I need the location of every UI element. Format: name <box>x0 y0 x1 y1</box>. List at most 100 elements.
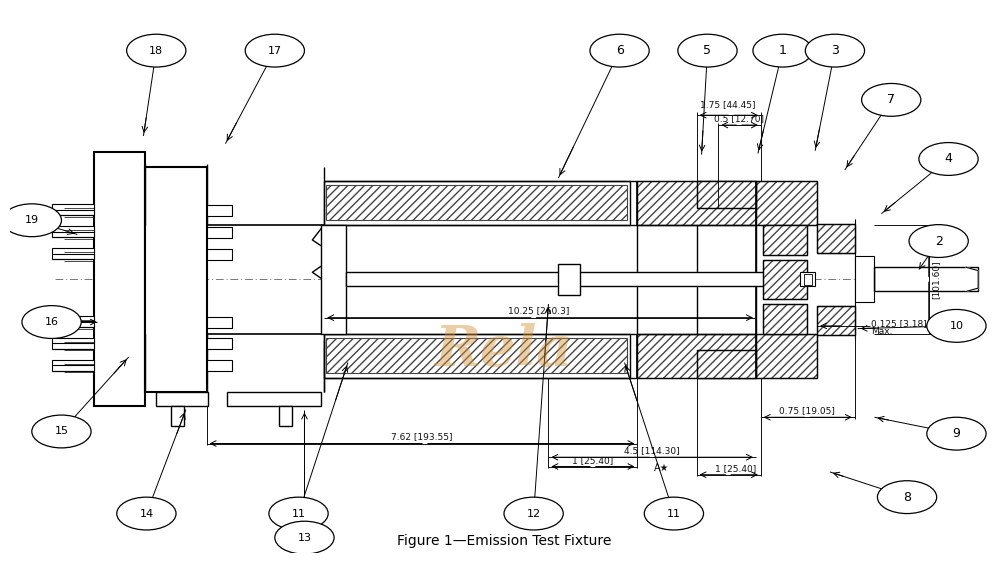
Bar <box>558 264 580 295</box>
Bar <box>763 225 807 255</box>
Text: 11: 11 <box>667 509 681 518</box>
Text: A★: A★ <box>654 463 669 473</box>
Circle shape <box>926 417 986 450</box>
Polygon shape <box>967 267 978 291</box>
Bar <box>51 360 94 371</box>
Circle shape <box>805 34 865 67</box>
Bar <box>637 181 756 225</box>
Circle shape <box>269 497 329 530</box>
Bar <box>325 334 630 378</box>
Bar <box>327 185 627 220</box>
Text: 15: 15 <box>54 426 69 437</box>
Bar <box>156 392 208 406</box>
Circle shape <box>590 34 649 67</box>
Bar <box>51 316 94 327</box>
Circle shape <box>245 34 304 67</box>
Bar <box>763 260 807 298</box>
Bar <box>322 225 346 334</box>
Bar <box>817 306 855 335</box>
Bar <box>756 334 817 378</box>
Bar <box>800 272 815 286</box>
Bar <box>697 181 756 208</box>
Bar <box>756 181 817 225</box>
Circle shape <box>919 142 978 175</box>
Bar <box>817 223 855 253</box>
Bar <box>51 248 94 259</box>
Text: 0.125 [3.18]: 0.125 [3.18] <box>872 319 927 328</box>
Bar <box>346 272 778 286</box>
Bar <box>207 339 232 350</box>
Bar <box>279 406 291 426</box>
Circle shape <box>862 84 921 116</box>
Text: 8: 8 <box>903 491 911 503</box>
Bar <box>51 204 94 215</box>
Text: 2: 2 <box>934 234 942 248</box>
Bar <box>763 225 807 255</box>
Bar <box>94 153 145 406</box>
Bar <box>207 361 232 372</box>
Text: 0.5 [12.70]: 0.5 [12.70] <box>714 115 764 123</box>
Circle shape <box>644 497 704 530</box>
Text: 10.25 [260.3]: 10.25 [260.3] <box>508 306 570 315</box>
Text: 1.75 [44.45]: 1.75 [44.45] <box>701 100 756 109</box>
Bar <box>228 392 322 406</box>
Circle shape <box>877 481 936 514</box>
Bar <box>207 205 232 216</box>
Bar <box>697 181 756 208</box>
Bar <box>804 274 812 285</box>
Bar <box>763 304 807 334</box>
Bar <box>145 167 207 392</box>
Text: 1: 1 <box>778 44 786 57</box>
Text: 5: 5 <box>704 44 712 57</box>
Text: 13: 13 <box>297 533 311 543</box>
Text: 19: 19 <box>25 215 39 225</box>
Circle shape <box>909 225 969 257</box>
Bar <box>763 260 807 298</box>
Text: 4.5 [114.30]: 4.5 [114.30] <box>624 446 680 456</box>
Text: 0.75 [19.05]: 0.75 [19.05] <box>779 406 836 415</box>
Text: 14: 14 <box>139 509 153 518</box>
Bar <box>207 249 232 260</box>
Text: 11: 11 <box>291 509 305 518</box>
Bar <box>756 334 817 378</box>
Text: 17: 17 <box>268 46 282 56</box>
Bar <box>325 181 630 225</box>
Text: 4: 4 <box>944 153 953 165</box>
Text: Figure 1—Emission Test Fixture: Figure 1—Emission Test Fixture <box>397 534 611 548</box>
Text: 1 [25.40]: 1 [25.40] <box>715 465 756 473</box>
Circle shape <box>926 309 986 342</box>
Circle shape <box>32 415 91 448</box>
Text: 3: 3 <box>831 44 839 57</box>
Text: 1 [25.40]: 1 [25.40] <box>573 456 614 465</box>
Bar <box>637 334 756 378</box>
Circle shape <box>2 204 61 237</box>
Text: Rela: Rela <box>434 323 574 378</box>
Circle shape <box>677 34 737 67</box>
Bar <box>817 223 855 253</box>
Circle shape <box>753 34 812 67</box>
Bar <box>817 306 855 335</box>
Text: 16: 16 <box>44 317 58 327</box>
Text: [101.60]: [101.60] <box>931 260 940 299</box>
Bar <box>207 227 232 238</box>
Bar <box>637 181 756 225</box>
Text: 6: 6 <box>616 44 624 57</box>
Circle shape <box>275 521 334 554</box>
Bar <box>756 181 817 225</box>
Circle shape <box>117 497 176 530</box>
Bar <box>207 317 232 328</box>
Bar <box>697 350 756 378</box>
Text: 9: 9 <box>953 427 961 440</box>
Text: 7: 7 <box>887 93 895 107</box>
Text: 7.62 [193.55]: 7.62 [193.55] <box>391 433 453 441</box>
Text: 12: 12 <box>526 509 540 518</box>
Bar <box>637 334 756 378</box>
Text: 18: 18 <box>149 46 163 56</box>
Bar <box>171 406 183 426</box>
Text: 10: 10 <box>950 321 964 331</box>
Text: Max.: Max. <box>872 327 893 336</box>
Circle shape <box>127 34 185 67</box>
Bar <box>697 350 756 378</box>
Bar <box>763 304 807 334</box>
Circle shape <box>22 306 82 339</box>
